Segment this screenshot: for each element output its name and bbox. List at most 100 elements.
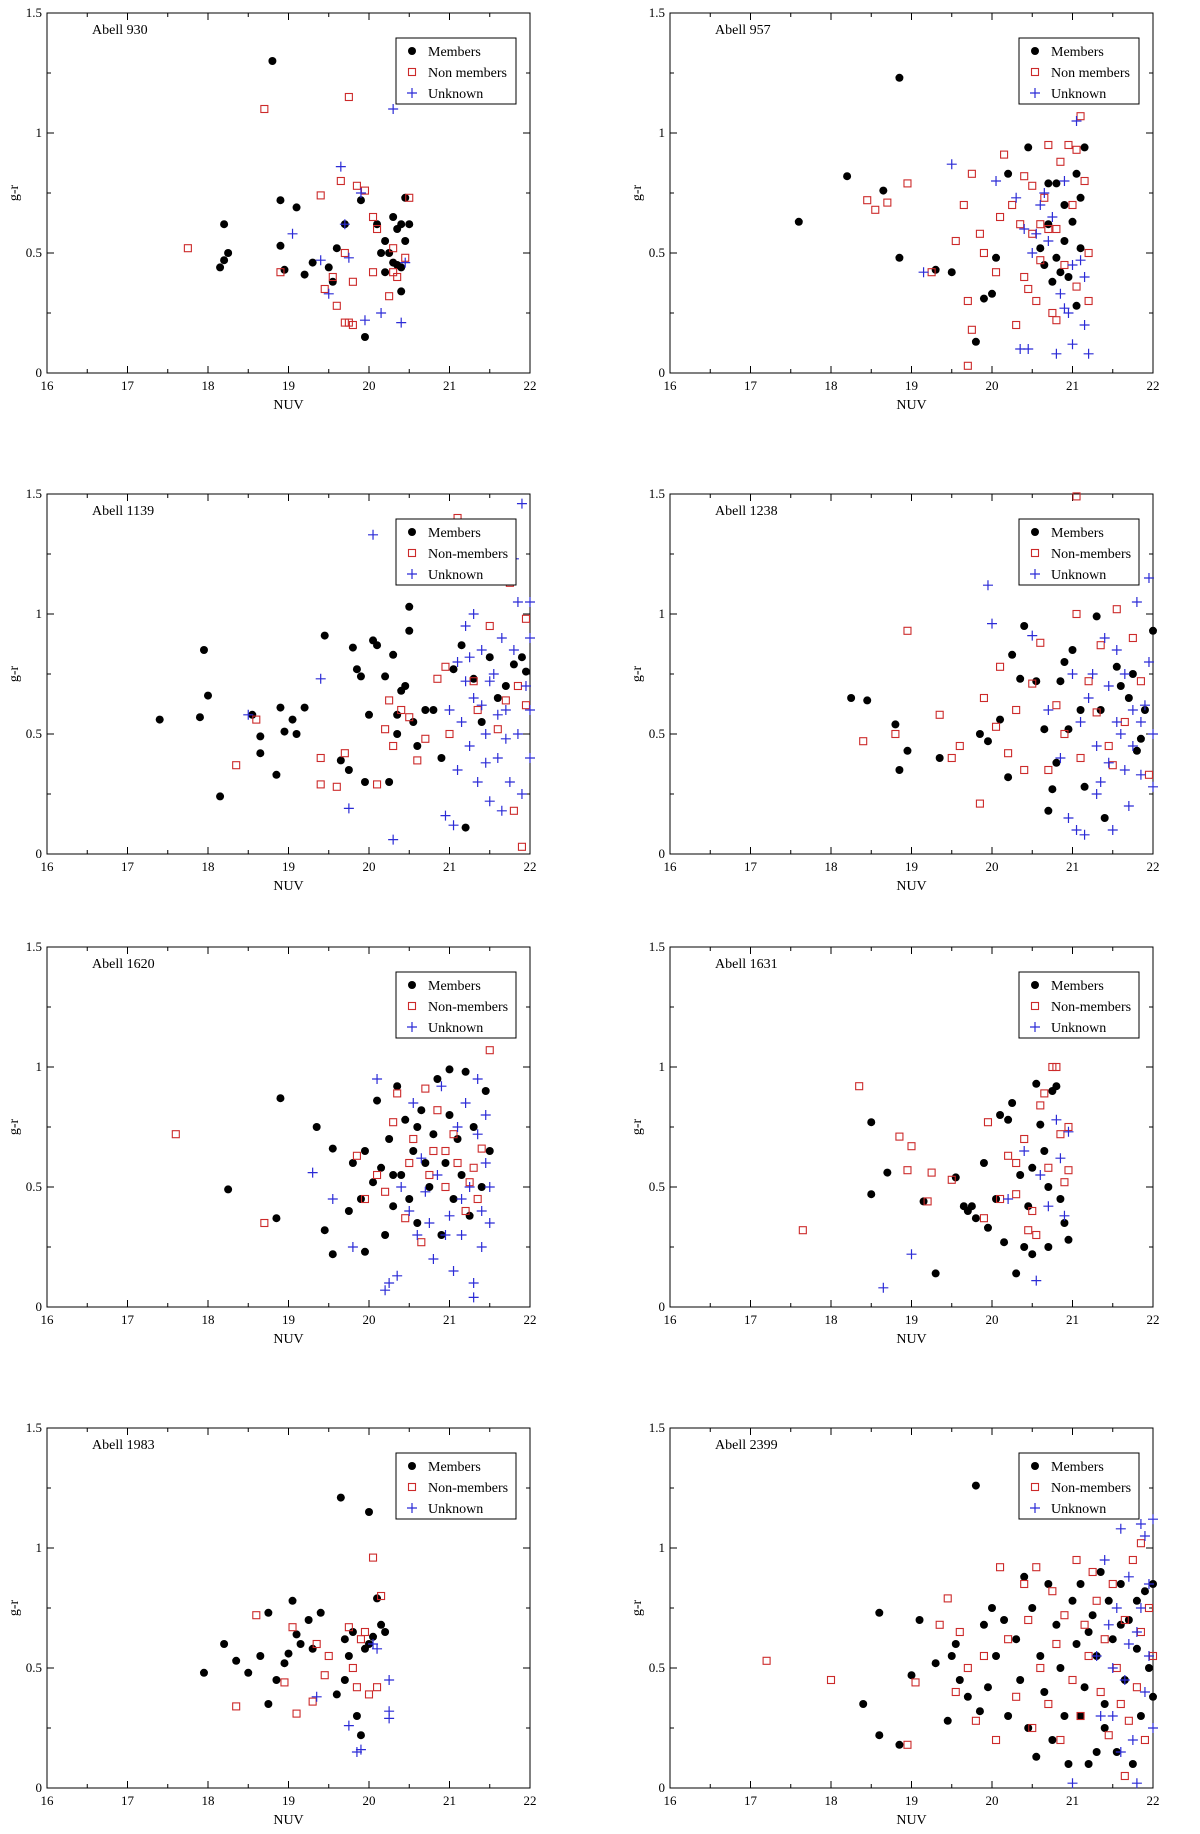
data-point bbox=[867, 1190, 876, 1199]
data-point bbox=[220, 256, 229, 265]
data-point bbox=[992, 1652, 1001, 1660]
legend-marker bbox=[408, 981, 416, 989]
data-point bbox=[380, 1285, 391, 1296]
data-point bbox=[991, 722, 1001, 731]
data-point bbox=[798, 1226, 807, 1235]
legend-marker bbox=[1030, 1022, 1040, 1032]
data-point bbox=[1052, 316, 1061, 325]
data-point bbox=[1072, 169, 1081, 178]
data-point bbox=[991, 1735, 1001, 1745]
data-point bbox=[979, 1620, 988, 1629]
data-point bbox=[320, 1671, 329, 1680]
data-point bbox=[373, 220, 382, 229]
x-axis-label: NUV bbox=[273, 879, 303, 894]
data-point bbox=[1044, 140, 1053, 150]
data-point bbox=[1044, 220, 1053, 229]
y-tick-label: 1.5 bbox=[649, 486, 665, 501]
data-point bbox=[348, 1663, 357, 1673]
data-point bbox=[272, 1676, 281, 1684]
data-point bbox=[492, 753, 503, 763]
data-point bbox=[509, 660, 518, 669]
data-point bbox=[1104, 1596, 1113, 1605]
data-point bbox=[1052, 1620, 1061, 1629]
data-point bbox=[324, 263, 333, 272]
data-point bbox=[485, 1046, 494, 1055]
data-point bbox=[320, 1226, 329, 1235]
data-point bbox=[963, 296, 972, 306]
data-point bbox=[1044, 1183, 1053, 1191]
data-point bbox=[1135, 769, 1146, 780]
y-tick-label: 1 bbox=[659, 1059, 666, 1074]
data-point bbox=[445, 1111, 454, 1119]
data-point bbox=[441, 1159, 450, 1167]
scatter-panel: 16 17 18 19 20 21 22 0 0.5 1 1.5 NUV g-r Abell 1983 Me… bbox=[7, 1420, 537, 1828]
data-point bbox=[316, 780, 325, 789]
data-point bbox=[436, 1081, 447, 1092]
data-point bbox=[452, 657, 463, 667]
data-point bbox=[1100, 1724, 1109, 1732]
data-point bbox=[372, 224, 382, 234]
data-point bbox=[401, 682, 410, 690]
data-point bbox=[468, 693, 479, 703]
data-point bbox=[324, 1651, 333, 1661]
data-point bbox=[1024, 284, 1033, 294]
data-point bbox=[1088, 1567, 1097, 1577]
x-tick-label: 17 bbox=[744, 859, 758, 874]
data-point bbox=[1140, 1735, 1149, 1745]
data-point bbox=[1083, 348, 1094, 359]
data-point bbox=[1032, 1230, 1041, 1240]
scatter-panel: 16 17 18 19 20 21 22 0 0.5 1 1.5 NUV g-r Abell 1139 Me… bbox=[7, 486, 537, 894]
data-point bbox=[355, 1744, 366, 1755]
x-tick-label: 21 bbox=[443, 378, 456, 393]
x-tick-label: 21 bbox=[1066, 378, 1079, 393]
data-point bbox=[1052, 224, 1061, 234]
data-point bbox=[975, 730, 984, 738]
x-tick-label: 20 bbox=[986, 1312, 999, 1327]
legend-marker bbox=[1031, 981, 1039, 989]
data-point bbox=[276, 1094, 285, 1103]
data-point bbox=[875, 1608, 884, 1617]
data-point bbox=[1096, 641, 1105, 650]
data-point bbox=[413, 1219, 422, 1227]
data-point bbox=[1080, 143, 1089, 152]
x-axis-label: NUV bbox=[896, 1813, 926, 1828]
data-point bbox=[504, 777, 515, 787]
data-point bbox=[971, 1716, 980, 1725]
data-point bbox=[1016, 1171, 1025, 1179]
data-point bbox=[1136, 1539, 1145, 1548]
data-point bbox=[1036, 1652, 1045, 1660]
data-point bbox=[1048, 1587, 1057, 1596]
data-point bbox=[979, 294, 988, 303]
data-point bbox=[1123, 801, 1134, 811]
data-point bbox=[461, 1206, 470, 1216]
data-point bbox=[416, 1153, 427, 1164]
data-point bbox=[397, 705, 406, 715]
x-axis-label: NUV bbox=[273, 1332, 303, 1347]
data-point bbox=[428, 1254, 439, 1264]
data-point bbox=[1056, 1735, 1065, 1745]
data-point bbox=[393, 272, 402, 282]
data-point bbox=[1139, 700, 1150, 711]
legend-label: Unknown bbox=[428, 1021, 483, 1036]
data-point bbox=[517, 842, 527, 851]
x-tick-label: 16 bbox=[664, 378, 678, 393]
data-point bbox=[312, 1639, 321, 1649]
series-non-members bbox=[171, 1046, 494, 1247]
data-point bbox=[268, 57, 277, 65]
x-tick-label: 18 bbox=[202, 378, 215, 393]
legend-label: Members bbox=[1051, 1460, 1104, 1475]
x-tick-label: 21 bbox=[1066, 859, 1079, 874]
y-axis-label: g-r bbox=[7, 1600, 22, 1617]
x-tick-label: 18 bbox=[825, 1793, 838, 1808]
y-axis-label: g-r bbox=[630, 1119, 645, 1136]
data-point bbox=[493, 694, 502, 702]
data-point bbox=[1135, 717, 1146, 727]
data-point bbox=[300, 270, 309, 279]
data-point bbox=[199, 646, 208, 654]
data-point bbox=[951, 1640, 960, 1648]
data-point bbox=[376, 308, 387, 318]
data-point bbox=[1128, 670, 1137, 678]
data-point bbox=[364, 1690, 374, 1699]
legend-label: Unknown bbox=[1051, 1021, 1106, 1036]
data-point bbox=[1128, 1555, 1137, 1565]
